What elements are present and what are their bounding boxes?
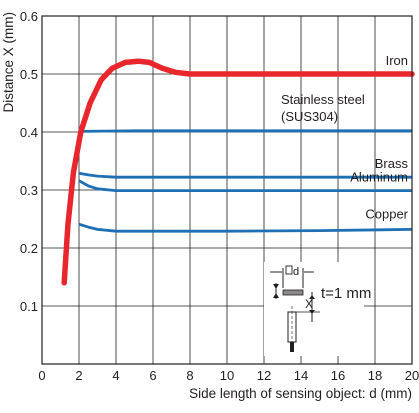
inset-x-arrow-top: [309, 295, 315, 299]
series-line-iron: [61, 58, 415, 286]
series-label: Iron: [386, 53, 408, 68]
series-label-continued: (SUS304): [281, 109, 338, 124]
x-tick-label: 14: [294, 368, 308, 383]
x-tick-label: 20: [405, 368, 419, 383]
inset-background: [264, 262, 364, 356]
y-axis-title: Distance X (mm): [1, 12, 16, 113]
series-label: Brass: [375, 156, 409, 171]
x-tick-label: 10: [220, 368, 234, 383]
x-tick-label: 18: [368, 368, 382, 383]
x-tick-label: 2: [75, 368, 82, 383]
y-tick-label: 0.6: [20, 9, 38, 24]
x-tick-label: 16: [331, 368, 345, 383]
y-tick-label: 0.5: [20, 67, 38, 82]
series-line-stainless-steel-sus304: [78, 129, 412, 133]
series-label: Aluminum: [350, 170, 408, 185]
x-tick-label: 8: [186, 368, 193, 383]
series-line-aluminum: [78, 179, 412, 193]
inset-x-label: X: [305, 297, 313, 311]
sensor-diagram-inset: d t=1 mm X: [264, 262, 371, 356]
x-tick-label: 4: [112, 368, 119, 383]
y-tick-label: 0.2: [20, 241, 38, 256]
y-tick-label: 0.1: [20, 299, 38, 314]
inset-sensor-cable: [290, 342, 294, 352]
series-label: Copper: [365, 206, 408, 221]
inset-d-label: d: [293, 266, 299, 278]
y-tick-label: 0.4: [20, 125, 38, 140]
y-tick-label: 0.3: [20, 183, 38, 198]
plot-area-border: [41, 15, 413, 365]
series-line-copper: [78, 222, 413, 233]
series-layer: [61, 58, 415, 286]
x-tick-label: 0: [38, 368, 45, 383]
inset-thickness-label: t=1 mm: [321, 285, 371, 302]
series-line-brass: [78, 171, 412, 179]
inset-target-plate: [282, 289, 304, 296]
x-tick-label: 6: [149, 368, 156, 383]
series-label: Stainless steel: [281, 92, 365, 107]
label-layer: 0 2 4 6 8 10 12 14 16 18 20 0.1 0.2 0.3 0.4 0.5 0.6 Iron B…: [1, 9, 419, 401]
plot-frame: [41, 15, 413, 365]
x-tick-label: 12: [257, 368, 271, 383]
inset-t-arrow-top: [273, 284, 279, 289]
x-axis-title: Side length of sensing object: d (mm): [189, 386, 412, 401]
inset-d-square-symbol: [285, 265, 293, 275]
inset-t-arrow-bottom: [273, 293, 279, 298]
